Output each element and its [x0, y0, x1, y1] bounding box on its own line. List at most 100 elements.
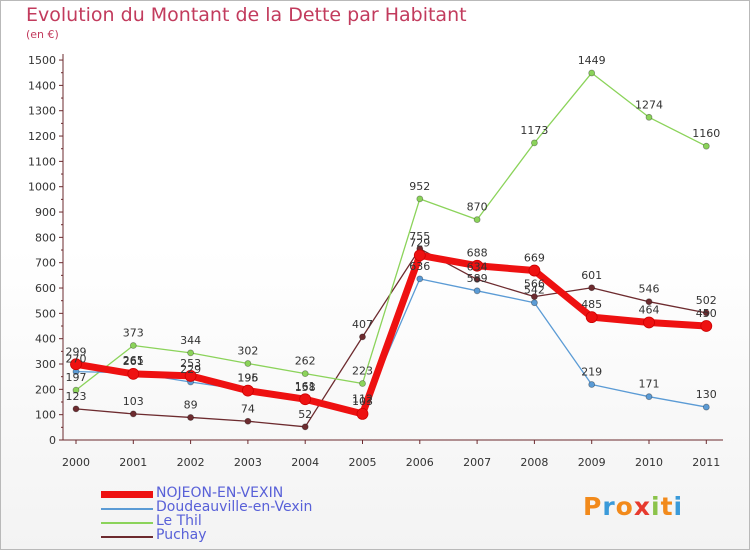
data-point	[585, 311, 598, 324]
legend-swatch	[101, 508, 153, 510]
x-tick-label: 2003	[234, 456, 262, 469]
data-label: 450	[696, 307, 717, 320]
data-label: 1160	[692, 127, 720, 140]
data-label: 270	[66, 353, 87, 366]
data-label: 161	[295, 380, 316, 393]
y-tick-label: 400	[35, 333, 56, 346]
data-point	[413, 249, 426, 262]
data-point	[299, 393, 312, 406]
x-tick-label: 2002	[177, 456, 205, 469]
data-point	[473, 287, 481, 295]
data-label: 299	[66, 345, 87, 358]
data-label: 219	[581, 366, 602, 379]
data-point	[187, 414, 195, 421]
data-point	[643, 316, 655, 329]
y-tick-label: 600	[35, 282, 56, 295]
data-label: 89	[184, 398, 198, 411]
data-label: 464	[639, 303, 660, 316]
data-label: 229	[180, 363, 201, 376]
x-tick-label: 2007	[463, 456, 491, 469]
data-label: 542	[524, 284, 545, 297]
series-line	[75, 72, 707, 391]
data-label: 634	[467, 260, 488, 273]
y-tick-label: 300	[35, 358, 56, 371]
data-point	[301, 370, 309, 378]
data-label: 158	[295, 381, 316, 394]
data-point	[645, 393, 653, 401]
data-label: 502	[696, 294, 717, 307]
y-tick-label: 1500	[28, 54, 56, 67]
x-tick-label: 2004	[291, 456, 319, 469]
data-label: 1274	[635, 98, 663, 111]
data-label: 589	[467, 272, 488, 285]
chart-title: Evolution du Montant de la Dette par Hab…	[26, 4, 467, 26]
data-label: 669	[524, 252, 545, 265]
data-point	[416, 275, 424, 283]
data-point	[127, 367, 140, 380]
legend-label: NOJEON-EN-VEXIN	[156, 485, 284, 501]
data-point	[70, 358, 82, 371]
series-line	[75, 251, 707, 418]
x-tick-label: 2008	[520, 456, 548, 469]
y-tick-label: 700	[35, 257, 56, 270]
data-label: 729	[409, 236, 430, 249]
data-point	[528, 264, 541, 277]
data-label: 103	[352, 395, 373, 408]
data-label: 130	[696, 388, 717, 401]
data-label: 302	[237, 345, 258, 358]
data-point	[473, 216, 481, 224]
y-tick-label: 0	[49, 434, 56, 447]
x-tick-label: 2009	[578, 456, 606, 469]
series-doudeauville-en-vexin	[72, 275, 710, 416]
data-label: 123	[66, 390, 87, 403]
data-point	[645, 298, 653, 306]
x-tick-label: 2010	[635, 456, 663, 469]
series-line	[75, 278, 707, 413]
series-nojeon-en-vexin	[70, 249, 713, 420]
data-label: 407	[352, 318, 373, 331]
y-tick-label: 1300	[28, 105, 56, 118]
legend-item-puchay: Puchay	[101, 528, 341, 543]
data-point	[702, 403, 710, 411]
data-point	[129, 342, 137, 349]
data-point	[184, 370, 197, 382]
data-label: 485	[581, 298, 602, 311]
data-point	[645, 113, 653, 121]
legend: NOJEON-EN-VEXIN Doudeauville-en-Vexin Le…	[101, 485, 341, 543]
y-tick-label: 1400	[28, 79, 56, 92]
data-label: 566	[524, 278, 545, 291]
y-tick-label: 1100	[28, 155, 56, 168]
data-label: 952	[409, 180, 430, 193]
legend-swatch	[101, 522, 153, 524]
data-label: 546	[639, 283, 660, 296]
logo-letter: x	[633, 492, 651, 521]
legend-swatch	[101, 536, 153, 538]
data-point	[588, 284, 596, 292]
data-label: 755	[409, 230, 430, 243]
data-label: 74	[241, 402, 255, 415]
y-tick-label: 1200	[28, 130, 56, 143]
data-point	[702, 309, 710, 317]
data-point	[473, 276, 481, 283]
logo-letter: P	[583, 492, 603, 521]
data-point	[129, 410, 137, 418]
data-label: 601	[581, 269, 602, 282]
legend-item-doudeauville: Doudeauville-en-Vexin	[101, 500, 341, 515]
data-point	[588, 381, 596, 388]
data-point	[301, 423, 309, 431]
data-point	[700, 320, 713, 332]
x-tick-label: 2011	[692, 456, 720, 469]
data-label: 373	[123, 327, 144, 340]
data-label: 195	[237, 372, 258, 385]
data-label: 1173	[520, 124, 548, 137]
y-tick-label: 900	[35, 206, 56, 219]
data-point	[356, 408, 369, 420]
chart-subtitle: (en €)	[26, 28, 59, 41]
data-point	[241, 384, 254, 397]
data-point	[531, 139, 538, 147]
x-tick-label: 2001	[119, 456, 147, 469]
data-label: 253	[180, 357, 201, 370]
data-point	[244, 360, 252, 367]
